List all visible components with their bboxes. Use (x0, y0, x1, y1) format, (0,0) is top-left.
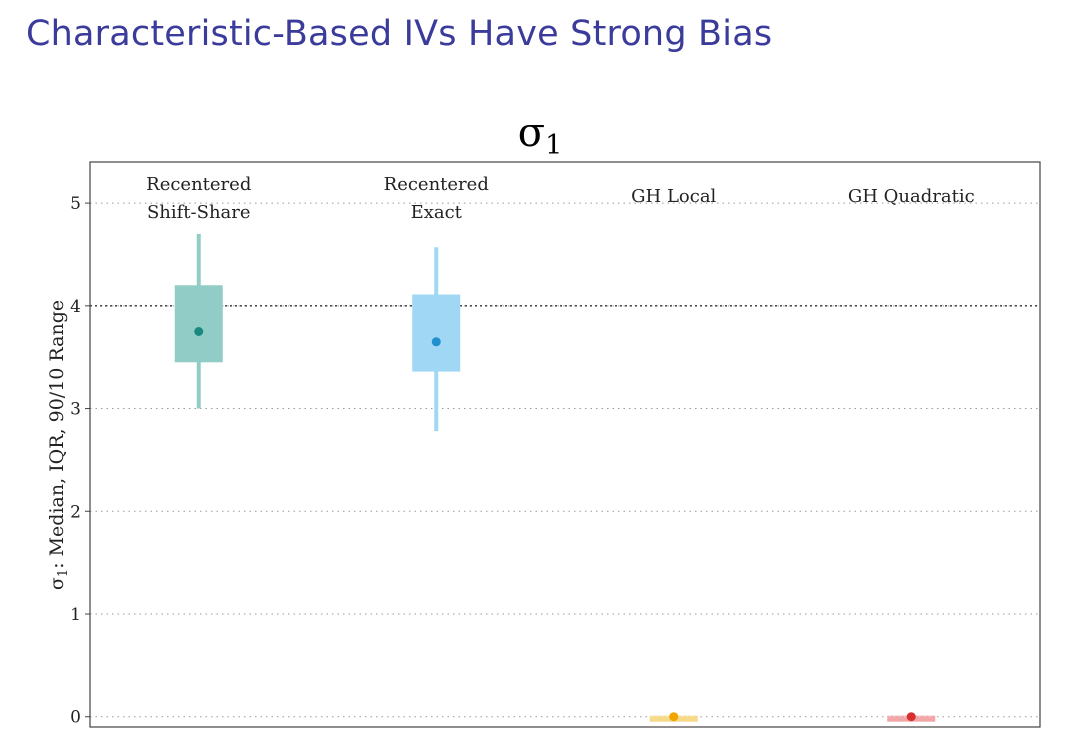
y-axis-label: σ1: Median, IQR, 90/10 Range (46, 300, 71, 590)
median-point (431, 337, 441, 347)
chart-title-subscript: 1 (545, 130, 562, 161)
y-axis-label-subscript: 1 (56, 569, 71, 577)
y-axis-label-text: : Median, IQR, 90/10 Range (46, 300, 68, 569)
category-label-line: Recentered (384, 174, 489, 195)
category-label-line: GH Local (631, 186, 716, 207)
category-labels: Recentered Shift-Share Recentered Exact GH L… (146, 174, 975, 223)
plot-frame (89, 161, 1041, 728)
category-label-line: GH Quadratic (848, 186, 975, 207)
y-tick-label: 0 (70, 708, 81, 728)
chart-title-symbol: σ (518, 110, 545, 156)
boxplot-group (649, 712, 698, 722)
iqr-box (174, 285, 223, 363)
median-point (194, 327, 204, 336)
category-label: Recentered Shift-Share (146, 174, 251, 223)
y-tick-label: 4 (70, 297, 81, 317)
category-label-line: Shift-Share (147, 202, 251, 223)
gridlines (85, 202, 1040, 718)
y-tick-label: 3 (70, 400, 81, 420)
y-axis-label-symbol: σ (46, 577, 68, 590)
y-tick-label: 5 (70, 194, 81, 214)
boxplot-group (887, 712, 936, 722)
chart-title: σ1 (518, 110, 563, 161)
category-label: Recentered Exact (384, 174, 489, 223)
boxplots (174, 233, 936, 722)
y-tick-labels: 0 1 2 3 4 5 (70, 194, 81, 728)
boxplot-group (412, 247, 461, 432)
slide-title: Characteristic-Based IVs Have Strong Bia… (26, 14, 773, 54)
category-label-line: Recentered (146, 174, 251, 195)
boxplot-group (174, 233, 223, 409)
median-point (669, 712, 679, 722)
category-label: GH Local (631, 186, 716, 207)
category-label-line: Exact (411, 202, 463, 223)
y-tick-label: 2 (70, 502, 81, 522)
median-point (906, 712, 916, 722)
iqr-box (412, 294, 461, 372)
category-label: GH Quadratic (848, 186, 975, 207)
y-tick-label: 1 (70, 605, 81, 625)
